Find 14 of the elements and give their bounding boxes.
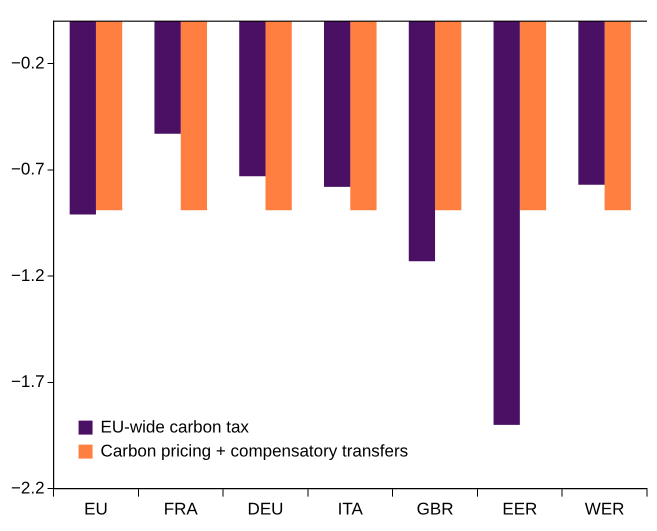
y-tick-label: −0.2 xyxy=(11,53,45,72)
x-tick-label: EER xyxy=(502,499,538,518)
legend-label: EU-wide carbon tax xyxy=(100,417,250,436)
y-tick-label: −0.7 xyxy=(11,160,45,179)
x-tick-label: EU xyxy=(84,499,108,518)
x-tick-label: ITA xyxy=(338,499,364,518)
y-tick-label: −2.2 xyxy=(11,478,45,498)
x-tick-label: GBR xyxy=(416,499,454,518)
x-tick-label: WER xyxy=(584,499,624,518)
y-tick-label: −1.2 xyxy=(11,266,45,285)
y-tick-label: −1.7 xyxy=(11,372,45,392)
x-tick-label: DEU xyxy=(248,499,284,518)
legend-label: Carbon pricing + compensatory transfers xyxy=(100,441,408,460)
x-tick-label: FRA xyxy=(164,499,198,518)
